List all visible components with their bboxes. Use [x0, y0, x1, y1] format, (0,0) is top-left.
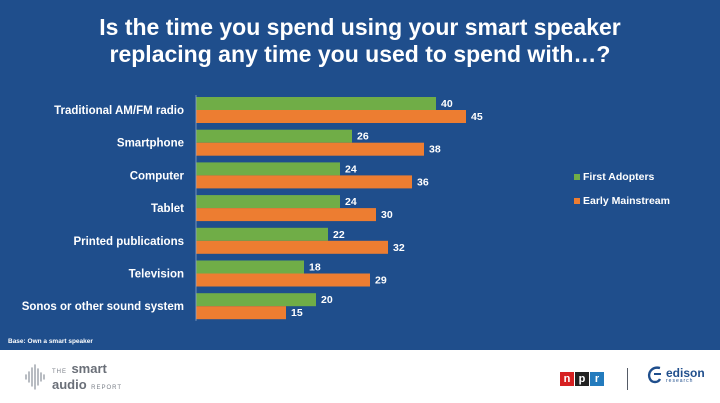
category-label: Television: [129, 269, 184, 281]
legend-swatch: [574, 198, 580, 204]
chart-title: Is the time you spend using your smart s…: [0, 14, 720, 68]
logo-divider: [627, 368, 628, 390]
legend-swatch: [574, 174, 580, 180]
bar-first-adopters: [196, 195, 340, 209]
data-label: 15: [291, 307, 303, 319]
bar-early-mainstream: [196, 306, 286, 320]
bar-early-mainstream: [196, 175, 412, 189]
data-label: 32: [393, 242, 405, 254]
bar-early-mainstream: [196, 208, 376, 222]
category-label: Sonos or other sound system: [22, 301, 184, 313]
footer: THE smart audio REPORT n p r edison rese…: [0, 350, 720, 403]
report-audio: audio: [52, 377, 87, 392]
sound-wave-icon: [25, 364, 45, 390]
smart-audio-report-wordmark: THE smart audio REPORT: [52, 361, 122, 393]
edison-research-logo: edison research: [646, 364, 705, 386]
bar-early-mainstream: [196, 273, 370, 287]
data-label: 24: [345, 163, 357, 175]
title-line-2: replacing any time you used to spend wit…: [109, 41, 611, 67]
base-note: Base: Own a smart speaker: [8, 338, 93, 345]
npr-letter-p: p: [575, 372, 589, 386]
edison-swirl-icon: [647, 366, 662, 384]
category-label: Printed publications: [73, 236, 184, 248]
bar-first-adopters: [196, 162, 340, 176]
bar-early-mainstream: [196, 110, 466, 123]
data-label: 45: [471, 111, 483, 123]
data-label: 36: [417, 176, 429, 188]
legend-label: Early Mainstream: [583, 195, 670, 207]
category-label: Smartphone: [117, 138, 184, 150]
category-label: Tablet: [151, 203, 184, 215]
data-label: 38: [429, 144, 441, 156]
data-label: 24: [345, 196, 357, 208]
bar-early-mainstream: [196, 142, 424, 156]
bar-first-adopters: [196, 97, 436, 110]
data-label: 29: [375, 275, 387, 287]
bar-first-adopters: [196, 227, 328, 241]
data-label: 22: [333, 229, 345, 241]
legend-label: First Adopters: [583, 171, 655, 183]
category-label: Traditional AM/FM radio: [54, 105, 184, 117]
data-label: 26: [357, 131, 369, 143]
smart-audio-report-logo: THE smart audio REPORT: [24, 362, 122, 392]
report-the: THE: [52, 369, 67, 375]
title-line-1: Is the time you spend using your smart s…: [99, 14, 621, 40]
data-label: 18: [309, 262, 321, 274]
chart-panel: [0, 0, 720, 350]
edison-name: edison: [666, 365, 705, 380]
bar-early-mainstream: [196, 240, 388, 254]
bar-chart: Traditional AM/FM radio 40 45 Smartphone 26 3…: [22, 95, 670, 321]
bar-first-adopters: [196, 129, 352, 143]
data-label: 30: [381, 209, 393, 221]
edison-sub: research: [666, 377, 694, 384]
bar-first-adopters: [196, 293, 316, 307]
report-smart: smart: [71, 361, 107, 376]
data-label: 20: [321, 294, 333, 306]
npr-letter-r: r: [590, 372, 604, 386]
data-label: 40: [441, 98, 453, 110]
npr-logo: n p r: [560, 372, 605, 386]
npr-letter-n: n: [560, 372, 574, 386]
category-label: Computer: [130, 170, 185, 182]
bar-first-adopters: [196, 260, 304, 274]
report-word: REPORT: [91, 385, 123, 391]
